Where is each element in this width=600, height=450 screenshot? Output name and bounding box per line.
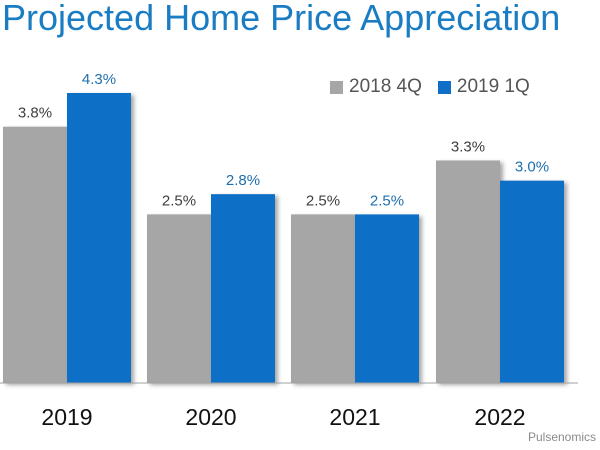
legend-item-2018-4q: 2018 4Q bbox=[330, 76, 422, 98]
source-credit: Pulsenomics bbox=[527, 430, 596, 444]
chart-title: Projected Home Price Appreciation bbox=[2, 0, 561, 38]
bar-2019-2019-1q bbox=[67, 93, 131, 383]
legend-swatch-2018-4q bbox=[330, 80, 343, 94]
legend-label-2019-1q: 2019 1Q bbox=[456, 76, 530, 97]
bar-2020-2019-1q bbox=[211, 194, 275, 383]
bar-2022-2018-4q bbox=[436, 160, 500, 383]
data-label-2019-2019-1q: 4.3% bbox=[82, 71, 116, 88]
data-label-2019-2018-4q: 3.8% bbox=[18, 105, 52, 122]
bar-2022-2019-1q bbox=[500, 180, 564, 383]
bar-2020-2018-4q bbox=[147, 214, 211, 383]
data-label-2020-2018-4q: 2.5% bbox=[162, 192, 196, 209]
data-label-2022-2019-1q: 3.0% bbox=[515, 159, 549, 176]
data-label-2022-2018-4q: 3.3% bbox=[451, 138, 485, 155]
legend: 2018 4Q 2019 1Q bbox=[330, 76, 546, 98]
legend-swatch-2019-1q bbox=[437, 80, 451, 94]
bar-2021-2019-1q bbox=[355, 214, 419, 383]
data-label-2020-2019-1q: 2.8% bbox=[226, 172, 260, 189]
bar-2019-2018-4q bbox=[3, 126, 67, 383]
x-tick-label-2022: 2022 bbox=[474, 404, 525, 430]
data-label-2021-2019-1q: 2.5% bbox=[370, 192, 404, 209]
x-tick-label-2019: 2019 bbox=[41, 404, 92, 430]
legend-item-2019-1q: 2019 1Q bbox=[437, 76, 530, 98]
bar-2021-2018-4q bbox=[291, 214, 355, 383]
x-tick-label-2020: 2020 bbox=[185, 404, 236, 430]
x-tick-label-2021: 2021 bbox=[329, 404, 380, 430]
data-label-2021-2018-4q: 2.5% bbox=[306, 192, 340, 209]
legend-label-2018-4q: 2018 4Q bbox=[349, 76, 422, 97]
